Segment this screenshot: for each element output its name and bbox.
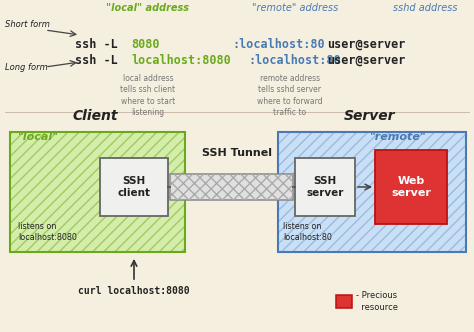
Bar xyxy=(10,132,185,252)
Text: listens on
localhost:8080: listens on localhost:8080 xyxy=(18,222,77,242)
Text: Client: Client xyxy=(72,109,118,123)
Text: local address
tells ssh client
where to start
listening: local address tells ssh client where to … xyxy=(120,74,175,117)
Text: :localhost:80: :localhost:80 xyxy=(248,54,341,67)
Bar xyxy=(295,158,355,216)
Bar xyxy=(336,295,352,308)
Bar xyxy=(100,158,168,216)
Text: ssh -L: ssh -L xyxy=(75,38,118,51)
Text: localhost:8080: localhost:8080 xyxy=(131,54,231,67)
Text: SSH
client: SSH client xyxy=(118,176,151,198)
Text: user@server: user@server xyxy=(327,54,405,67)
Bar xyxy=(170,174,293,200)
Bar xyxy=(278,132,466,252)
Text: 8080: 8080 xyxy=(131,38,159,51)
Text: listens on
localhost:80: listens on localhost:80 xyxy=(283,222,332,242)
Text: SSH
server: SSH server xyxy=(306,176,344,198)
Text: remote address
tells sshd server
where to forward
traffic to: remote address tells sshd server where t… xyxy=(257,74,323,117)
Text: "remote": "remote" xyxy=(370,132,427,142)
Bar xyxy=(375,150,447,224)
Text: Long form: Long form xyxy=(5,63,48,72)
Text: "local" address: "local" address xyxy=(107,3,190,13)
Text: :localhost:80: :localhost:80 xyxy=(232,38,325,51)
Text: Server: Server xyxy=(344,109,396,123)
Text: ssh -L: ssh -L xyxy=(75,54,118,67)
Text: "remote" address: "remote" address xyxy=(252,3,338,13)
Bar xyxy=(170,174,293,200)
Text: Short form: Short form xyxy=(5,20,50,29)
Bar xyxy=(278,132,466,252)
Text: sshd address: sshd address xyxy=(393,3,457,13)
Text: curl localhost:8080: curl localhost:8080 xyxy=(78,286,190,296)
Text: Web
server: Web server xyxy=(391,176,431,198)
Bar xyxy=(10,132,185,252)
Text: SSH Tunnel: SSH Tunnel xyxy=(202,148,272,158)
Text: - Precious
  resource: - Precious resource xyxy=(356,291,398,311)
Text: "local": "local" xyxy=(18,132,59,142)
Text: user@server: user@server xyxy=(327,38,405,51)
